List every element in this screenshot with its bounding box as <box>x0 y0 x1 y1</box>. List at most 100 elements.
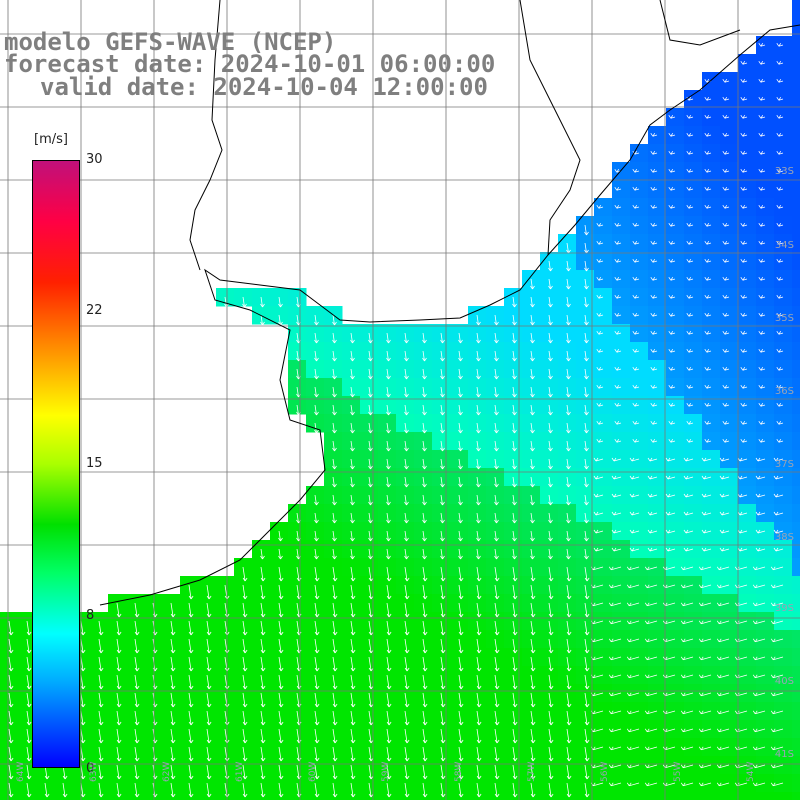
wind-cell <box>720 558 739 577</box>
wind-cell <box>666 702 685 721</box>
wind-arrow <box>614 186 622 191</box>
wind-cell <box>738 162 757 181</box>
wind-cell <box>702 324 721 343</box>
wind-cell <box>594 288 613 307</box>
wind-cell <box>774 414 793 433</box>
wind-cell <box>648 180 667 199</box>
wind-cell <box>702 198 721 217</box>
wind-arrow <box>776 78 784 83</box>
wind-arrow <box>776 42 784 47</box>
wind-cell <box>612 306 631 325</box>
wind-cell <box>756 666 775 685</box>
wind-arrow <box>758 114 766 119</box>
wind-arrow <box>758 78 766 83</box>
wind-arrow <box>740 114 748 119</box>
wind-cell <box>738 738 757 757</box>
wind-cell <box>684 702 703 721</box>
wind-cell <box>684 756 703 775</box>
wind-cell <box>720 108 739 127</box>
wind-arrow <box>758 60 766 65</box>
wind-cell <box>612 576 631 595</box>
wind-cell <box>90 792 109 800</box>
wind-cell <box>594 360 613 379</box>
wind-cell <box>666 594 685 613</box>
wind-cell <box>774 198 793 217</box>
wind-cell <box>270 792 289 800</box>
wind-cell <box>684 396 703 415</box>
wind-cell <box>756 720 775 739</box>
wind-cell <box>756 630 775 649</box>
wind-cell <box>756 594 775 613</box>
wind-cell <box>630 648 649 667</box>
wind-cell <box>306 792 325 800</box>
wind-arrow <box>704 132 712 137</box>
wind-cell <box>684 576 703 595</box>
wind-cell <box>684 486 703 505</box>
wind-cell <box>756 576 775 595</box>
lon-label: 62W <box>162 761 172 782</box>
wind-cell <box>684 360 703 379</box>
wind-cell <box>774 684 793 703</box>
wind-cell <box>648 342 667 361</box>
wind-cell <box>648 666 667 685</box>
wind-cell <box>756 468 775 487</box>
wind-cell <box>702 162 721 181</box>
wind-cell <box>720 792 739 800</box>
wind-cell <box>702 720 721 739</box>
wind-cell <box>738 54 757 73</box>
wind-cell <box>594 630 613 649</box>
wind-cell <box>612 360 631 379</box>
wind-cell <box>720 324 739 343</box>
wind-cell <box>792 486 800 505</box>
wind-cell <box>666 180 685 199</box>
wind-cell <box>720 504 739 523</box>
wind-cell <box>666 666 685 685</box>
wind-cell <box>756 792 775 800</box>
wind-cell <box>684 306 703 325</box>
wind-cell <box>594 450 613 469</box>
wind-cell <box>612 450 631 469</box>
wind-cell <box>756 738 775 757</box>
wind-cell <box>612 720 631 739</box>
wind-cell <box>666 126 685 145</box>
wind-cell <box>558 792 577 800</box>
wind-cell <box>594 378 613 397</box>
wind-cell <box>774 396 793 415</box>
wind-cell <box>486 792 505 800</box>
wind-cell <box>792 162 800 181</box>
wind-cell <box>666 162 685 181</box>
wind-cell <box>756 378 775 397</box>
wind-cell <box>666 792 685 800</box>
wind-cell <box>774 216 793 235</box>
wind-cell <box>774 702 793 721</box>
wind-cell <box>774 90 793 109</box>
wind-cell <box>720 720 739 739</box>
wind-cell <box>684 720 703 739</box>
wind-cell <box>720 756 739 775</box>
wind-cell <box>756 360 775 379</box>
wind-cell <box>720 648 739 667</box>
wind-cell <box>612 522 631 541</box>
wind-cell <box>612 234 631 253</box>
wind-cell <box>648 288 667 307</box>
lon-label: 63W <box>89 761 99 782</box>
wind-cell <box>648 162 667 181</box>
wind-cell <box>612 252 631 271</box>
wind-cell <box>684 198 703 217</box>
wind-cell <box>684 342 703 361</box>
wind-cell <box>792 504 800 523</box>
wind-cell <box>612 684 631 703</box>
wind-cell <box>648 306 667 325</box>
wind-cell <box>630 738 649 757</box>
wind-cell <box>684 684 703 703</box>
wind-arrow <box>686 132 694 137</box>
lat-label: 35S <box>774 313 794 324</box>
wind-cell <box>684 90 703 109</box>
wind-cell <box>792 378 800 397</box>
wind-cell <box>666 378 685 397</box>
wind-cell <box>738 180 757 199</box>
wind-arrow <box>740 96 748 101</box>
wind-cell <box>756 126 775 145</box>
wind-cell <box>684 162 703 181</box>
wind-cell <box>738 504 757 523</box>
